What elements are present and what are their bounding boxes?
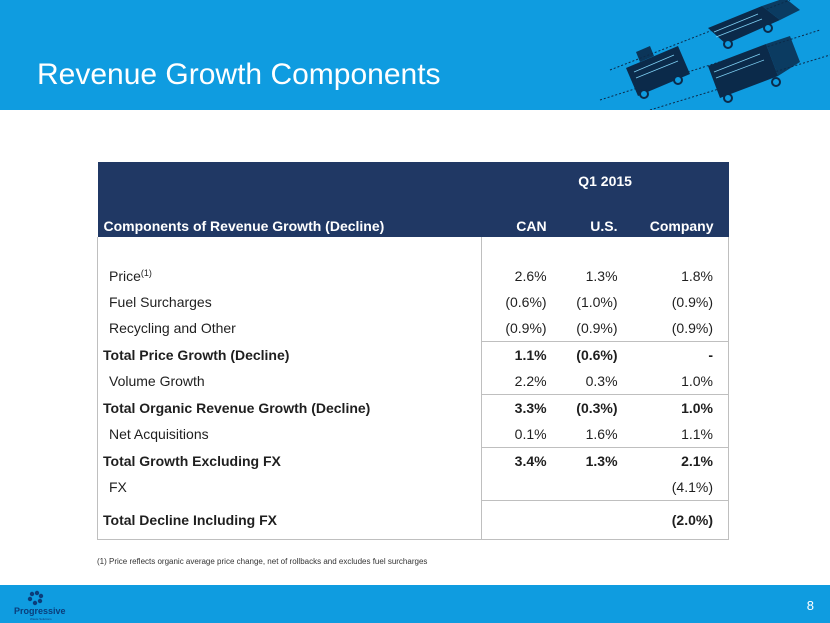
table-row-price: Price(1) 2.6% 1.3% 1.8% bbox=[96, 263, 729, 289]
cell-us: 1.3% bbox=[585, 268, 618, 284]
truck-icon-top bbox=[708, 0, 800, 49]
cell-us: (0.3%) bbox=[561, 394, 633, 421]
row-label: Recycling and Other bbox=[96, 315, 482, 342]
period-header: Q1 2015 bbox=[481, 162, 729, 200]
cell-company: 1.1% bbox=[632, 421, 729, 448]
table-row-fuel-surcharges: Fuel Surcharges (0.6%) (1.0%) (0.9%) bbox=[96, 289, 729, 315]
cell-company: 1.0% bbox=[632, 394, 729, 421]
cell-can: 0.1% bbox=[481, 421, 562, 448]
cell-company: (0.9%) bbox=[632, 315, 729, 342]
page-number: 8 bbox=[806, 598, 814, 613]
table-row-net-acquisitions: Net Acquisitions 0.1% 1.6% 1.1% bbox=[96, 421, 729, 448]
footnote-marker: (1) bbox=[140, 268, 152, 278]
cell-company: (4.1%) bbox=[632, 474, 729, 501]
row-label: FX bbox=[96, 474, 482, 501]
cell-can: 2.6% bbox=[481, 263, 562, 289]
header-bar: Revenue Growth Components bbox=[0, 0, 830, 110]
table-header-columns-row: Components of Revenue Growth (Decline) C… bbox=[97, 200, 729, 237]
cell-company: 1.0% bbox=[632, 368, 729, 395]
cell-company: 2.1% bbox=[632, 447, 729, 474]
table-header-empty bbox=[97, 162, 482, 200]
cell-can bbox=[481, 500, 562, 540]
components-column-header: Components of Revenue Growth (Decline) bbox=[97, 200, 482, 237]
row-label: Fuel Surcharges bbox=[96, 289, 482, 315]
table-row-recycling-other: Recycling and Other (0.9%) (0.9%) (0.9%) bbox=[96, 315, 729, 342]
page-title: Revenue Growth Components bbox=[37, 58, 441, 91]
row-label: Net Acquisitions bbox=[96, 421, 482, 448]
table-row-total-organic-growth: Total Organic Revenue Growth (Decline) 3… bbox=[96, 394, 729, 421]
cell-us: (0.9%) bbox=[576, 320, 618, 336]
cell-us: 1.3% bbox=[561, 447, 633, 474]
footer-bar: Progressive Waste Solutions 8 bbox=[0, 585, 830, 623]
logo-wordmark: Progressive bbox=[14, 606, 66, 616]
can-column-header: CAN bbox=[481, 200, 562, 237]
us-column-header: U.S. bbox=[561, 200, 633, 237]
company-column-header: Company bbox=[632, 200, 729, 237]
cell-us: (0.6%) bbox=[561, 341, 633, 368]
row-label: Price(1) bbox=[96, 263, 482, 289]
cell-can: (0.6%) bbox=[481, 289, 562, 315]
cell-company: 1.8% bbox=[632, 263, 729, 289]
garbage-trucks-illustration bbox=[599, 0, 830, 110]
table-row-total-price-growth: Total Price Growth (Decline) 1.1% (0.6%)… bbox=[96, 341, 729, 368]
table-header-period-row: Q1 2015 bbox=[97, 162, 729, 200]
cell-us bbox=[561, 500, 633, 540]
company-logo: Progressive Waste Solutions bbox=[14, 588, 74, 622]
cell-company: (0.9%) bbox=[632, 289, 729, 315]
table-row-total-decline-incl-fx: Total Decline Including FX (2.0%) bbox=[96, 500, 729, 540]
cell-can: 1.1% bbox=[481, 341, 562, 368]
logo-swirl-icon bbox=[27, 590, 44, 606]
row-label: Total Price Growth (Decline) bbox=[96, 341, 482, 368]
table-spacer-row bbox=[96, 237, 729, 263]
cell-can: 3.4% bbox=[481, 447, 562, 474]
footnote: (1) Price reflects organic average price… bbox=[97, 557, 428, 566]
cell-company: (2.0%) bbox=[632, 500, 729, 540]
row-label: Total Decline Including FX bbox=[96, 500, 482, 540]
cell-us: (1.0%) bbox=[576, 294, 618, 310]
row-label: Total Organic Revenue Growth (Decline) bbox=[96, 394, 482, 421]
cell-can bbox=[481, 474, 562, 501]
cell-can: (0.9%) bbox=[481, 315, 562, 342]
table-row-volume-growth: Volume Growth 2.2% 0.3% 1.0% bbox=[96, 368, 729, 395]
cell-us bbox=[562, 474, 633, 501]
table-row-fx: FX (4.1%) bbox=[96, 474, 729, 501]
cell-us: 1.6% bbox=[585, 426, 618, 442]
truck-icon-right bbox=[708, 36, 800, 103]
row-label: Total Growth Excluding FX bbox=[96, 447, 482, 474]
table-row-total-growth-excl-fx: Total Growth Excluding FX 3.4% 1.3% 2.1% bbox=[96, 447, 729, 474]
revenue-growth-table: Q1 2015 Components of Revenue Growth (De… bbox=[96, 162, 729, 540]
cell-company: - bbox=[632, 341, 729, 368]
cell-us: 0.3% bbox=[585, 373, 618, 389]
cell-can: 2.2% bbox=[481, 368, 562, 395]
truck-icon-left bbox=[626, 46, 690, 99]
row-label: Volume Growth bbox=[96, 368, 482, 395]
logo-subtext: Waste Solutions bbox=[30, 617, 52, 621]
cell-can: 3.3% bbox=[481, 394, 562, 421]
